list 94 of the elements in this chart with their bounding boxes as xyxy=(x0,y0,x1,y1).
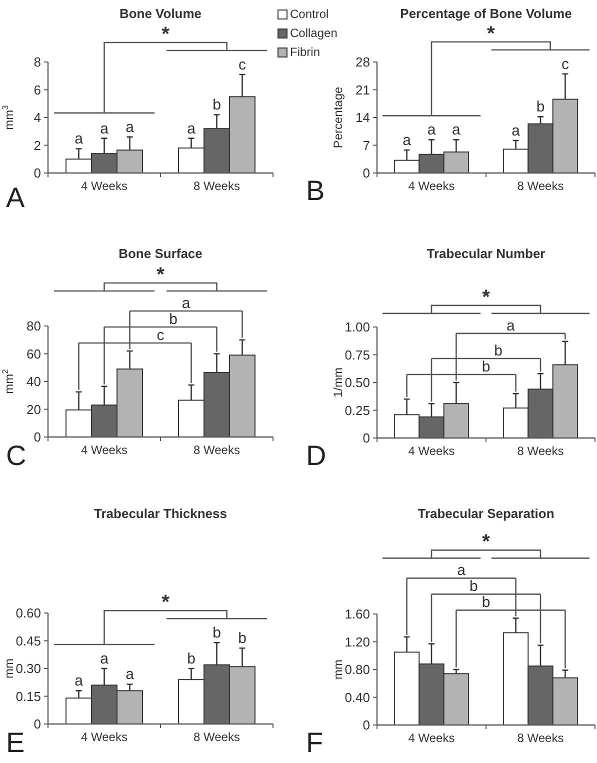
y-tick-label: 40 xyxy=(26,374,41,389)
annotation: b xyxy=(482,358,490,376)
text: D xyxy=(306,440,326,471)
text: E xyxy=(6,727,25,758)
y-tick-label: 0.15 xyxy=(16,688,41,704)
y-tick-label: 0.75 xyxy=(344,347,370,362)
y-tick-label: 80 xyxy=(26,318,41,334)
x-tick-label: 4 Weeks xyxy=(408,731,455,745)
x-tick-label: 4 Weeks xyxy=(81,179,128,193)
text: b xyxy=(469,578,478,596)
legend-label: Control xyxy=(290,7,329,21)
annotation: b xyxy=(169,310,178,328)
text: * xyxy=(162,23,170,46)
y-tick-label: 1.60 xyxy=(344,606,370,622)
y-tick-label: 0 xyxy=(34,166,41,180)
chart-title: Trabecular Separation xyxy=(418,506,554,521)
y-tick-label: 14 xyxy=(356,110,370,125)
annotation: b xyxy=(212,624,221,642)
annotation: a xyxy=(427,122,436,139)
y-axis-title: mm xyxy=(2,658,16,678)
annotation: a xyxy=(100,120,110,138)
y-axis-title: Percentage xyxy=(331,86,345,148)
y-tick-label: 0.45 xyxy=(16,633,41,648)
text: * xyxy=(482,531,490,554)
annotation: a xyxy=(187,120,196,138)
y-tick-label: 1.00 xyxy=(344,320,370,334)
y-tick-label: 0 xyxy=(34,430,41,444)
x-tick-label: 8 Weeks xyxy=(517,444,564,458)
annotation: b xyxy=(536,98,545,116)
y-tick-label: 0 xyxy=(362,166,370,180)
text: * xyxy=(487,22,496,45)
text: F xyxy=(306,727,324,758)
legend-label: Fibrin xyxy=(290,45,320,59)
annotation: a xyxy=(100,650,110,668)
y-axis-title: 1/mm xyxy=(331,367,345,398)
x-tick-label: 8 Weeks xyxy=(517,731,564,745)
text: B xyxy=(306,175,325,206)
annotation: a xyxy=(512,122,521,140)
annotation: a xyxy=(126,666,135,684)
x-tick-label: 8 Weeks xyxy=(517,179,564,193)
annotation: a xyxy=(74,130,84,148)
chart-title: Percentage of Bone Volume xyxy=(400,6,572,21)
y-tick-label: 0 xyxy=(362,718,370,732)
text: a xyxy=(182,294,191,312)
x-tick-label: 4 Weeks xyxy=(408,444,455,458)
annotation: c xyxy=(238,56,246,74)
x-tick-label: 8 Weeks xyxy=(194,443,240,457)
annotation: b xyxy=(212,96,221,114)
y-tick-label: 0.40 xyxy=(344,690,370,705)
y-tick-label: 8 xyxy=(34,54,41,70)
annotation: b xyxy=(238,630,246,648)
x-tick-label: 4 Weeks xyxy=(81,443,128,457)
annotation: c xyxy=(561,56,570,73)
annotation: * xyxy=(162,592,170,614)
y-tick-label: 20 xyxy=(26,402,41,417)
annotation: a xyxy=(402,132,412,150)
y-tick-label: 60 xyxy=(26,346,41,362)
y-tick-label: 28 xyxy=(356,54,370,70)
x-tick-label: 4 Weeks xyxy=(408,179,455,193)
y-tick-label: 4 xyxy=(34,110,41,125)
text: a xyxy=(457,562,466,580)
text: * xyxy=(156,264,165,286)
text: * xyxy=(482,286,490,308)
annotation: b xyxy=(187,650,196,668)
annotation: a xyxy=(452,122,462,139)
y-axis-title: mm xyxy=(331,660,345,680)
chart-title: Bone Surface xyxy=(118,246,202,261)
x-tick-label: 4 Weeks xyxy=(81,730,128,744)
y-tick-label: 0.30 xyxy=(16,661,41,676)
x-tick-label: 8 Weeks xyxy=(194,179,240,193)
annotation: c xyxy=(156,326,165,344)
annotation: b xyxy=(494,342,503,360)
y-tick-label: 7 xyxy=(362,138,370,153)
text: A xyxy=(6,182,25,213)
annotation: a xyxy=(126,118,135,136)
legend-label: Collagen xyxy=(290,26,338,40)
y-tick-label: 0.60 xyxy=(16,606,41,620)
annotation: a xyxy=(506,317,516,334)
y-tick-label: 21 xyxy=(356,82,370,98)
text: C xyxy=(6,440,26,471)
y-tick-label: 0.50 xyxy=(344,375,370,390)
y-tick-label: 0 xyxy=(34,716,41,732)
y-tick-label: 0 xyxy=(362,430,370,446)
annotation: a xyxy=(74,672,84,690)
chart-title: Trabecular Thickness xyxy=(94,506,227,521)
text: b xyxy=(482,594,490,612)
y-tick-label: 0.25 xyxy=(344,402,370,418)
y-tick-label: 6 xyxy=(34,82,41,98)
y-tick-label: 2 xyxy=(34,138,41,153)
chart-title: Trabecular Number xyxy=(426,246,546,261)
x-tick-label: 8 Weeks xyxy=(194,730,240,744)
y-tick-label: 0.80 xyxy=(344,662,370,677)
y-tick-label: 1.20 xyxy=(344,634,370,650)
chart-title: Bone Volume xyxy=(119,6,202,21)
